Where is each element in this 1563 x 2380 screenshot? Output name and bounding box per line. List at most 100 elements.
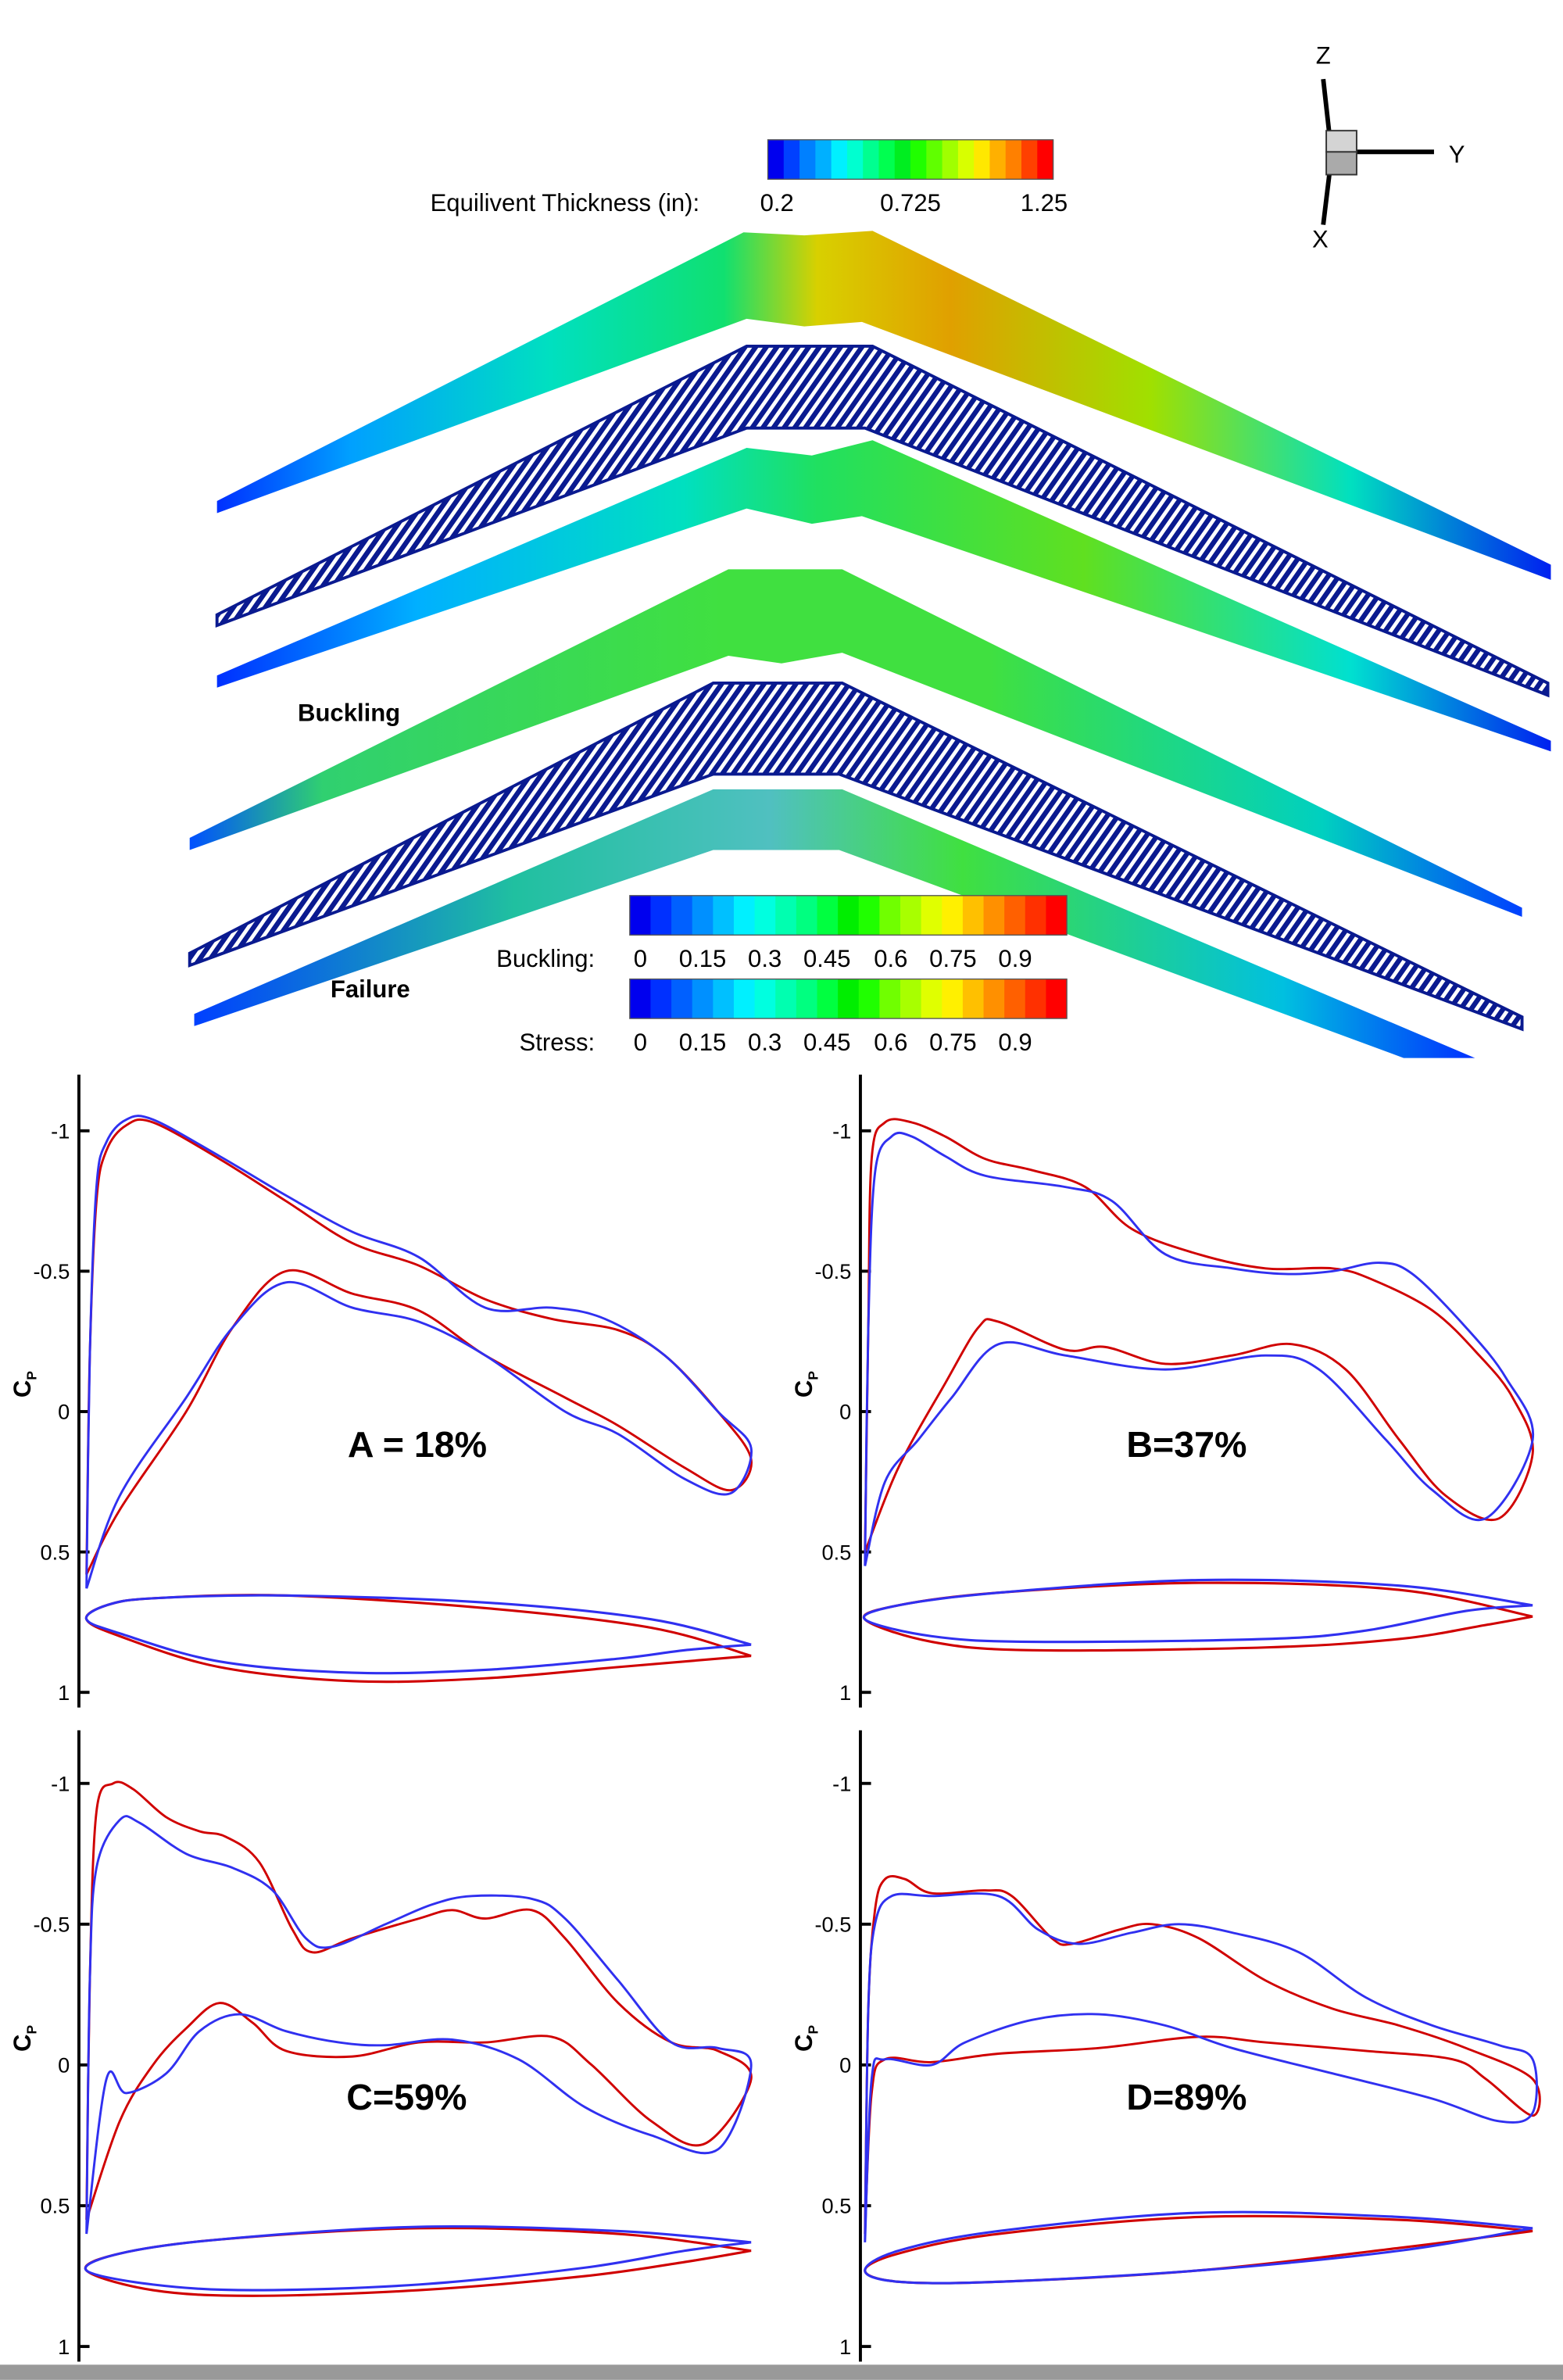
y-tick-label: 0 [58,1400,70,1424]
colorbar-frame [629,978,1068,1019]
plot-annotation: C=59% [346,2077,467,2117]
y-tick-label: 0 [839,2053,851,2078]
y-tick-label: 0.5 [41,2194,70,2218]
lower-skin [216,440,1551,752]
colorbar-band [1025,895,1047,936]
stress-wing: Buckling Failure [188,569,1524,1058]
y-axis-label-sub: P [24,2025,40,2035]
y-axis-label-sub: P [806,2025,821,2035]
cp-curve-1 [864,1892,1538,2242]
colorbar-band [921,979,942,1019]
airfoil-section-1 [84,2225,752,2292]
colorbar-tick-label: 0.3 [748,1029,782,1056]
buckling-colorbar [629,895,1068,936]
rib-structure [188,682,1524,1032]
thickness-wing [215,231,1551,752]
colorbar-band [921,895,942,936]
colorbar-tick-label: 0.6 [874,1029,907,1056]
colorbar-band [629,895,652,936]
colorbar-band [692,895,714,936]
colorbar-tick-label: 0 [634,945,647,972]
colorbar-band [671,895,693,936]
colorbar-tick-label: 0.45 [803,945,850,972]
bottom-bar [0,2364,1563,2380]
colorbar-band [879,979,901,1019]
colorbar-band [878,139,896,180]
y-tick-label: 1 [58,2335,70,2359]
plot-annotation: A = 18% [348,1424,487,1465]
cp-curve-1 [85,1815,753,2235]
y-tick-label: 1 [839,2335,851,2359]
colorbar-band [942,139,959,180]
y-axis-label: CP [790,2025,821,2052]
buckling-legend-title: Buckling: [496,945,595,972]
colorbar-band [775,979,797,1019]
colorbar-band [910,139,927,180]
colorbar-band [942,979,964,1019]
cp-plot-d: D=89% -1 -0.5 0 0.5 1 CP [790,1730,1541,2362]
y-axis-label: CP [9,2025,40,2052]
colorbar-band [926,139,943,180]
colorbar-band [754,979,776,1019]
y-tick-label: 0.5 [822,2194,852,2218]
colorbar-band [817,979,839,1019]
y-tick-label: -1 [832,1771,851,1795]
y-tick-label: -0.5 [814,1259,851,1283]
colorbar-band [858,895,880,936]
colorbar-tick-label: 0.9 [998,1029,1032,1056]
colorbar-band [858,979,880,1019]
y-axis-label-sub: P [806,1371,821,1380]
cp-curve-0 [85,1118,753,1576]
colorbar-frame [767,139,1054,180]
colorbar-band [863,139,880,180]
stress-legend-title: Stress: [520,1029,596,1056]
cube-bottom [1325,151,1357,176]
thickness-tick: 1.25 [1021,189,1068,217]
y-tick-label: 0 [839,1400,851,1424]
y-tick-label: -1 [832,1118,851,1143]
y-tick-label: -1 [51,1118,70,1143]
colorbar-tick-label: 0.45 [803,1029,850,1056]
upper-skin [216,231,1551,580]
colorbar-band [713,979,735,1019]
colorbar-band [799,139,816,180]
colorbar-band [713,895,735,936]
cp-plot-a: A = 18% -1 -0.5 0 0.5 1 CP [9,1074,753,1708]
thickness-colorbar [767,139,1054,180]
colorbar-band [900,895,922,936]
colorbar-tick-label: 0.75 [929,1029,976,1056]
colorbar-band [846,139,864,180]
colorbar-band [1004,979,1026,1019]
colorbar-band [1037,139,1054,180]
plot-annotation: B=37% [1126,1424,1246,1465]
colorbar-band [942,895,964,936]
colorbar-band [962,895,985,936]
cp-curve-1 [864,1131,1535,1566]
colorbar-band [733,979,756,1019]
y-tick-label: -0.5 [33,1259,70,1283]
cp-curve-0 [864,1875,1541,2235]
airfoil-section-1 [84,1594,752,1675]
colorbar-band [650,895,672,936]
z-axis-line [1321,78,1332,134]
x-axis-line [1321,174,1332,225]
cp-curve-1 [85,1115,753,1589]
colorbar-band [838,895,860,936]
lower-skin [194,789,1475,1058]
z-label: Z [1316,42,1331,70]
colorbar-band [671,979,693,1019]
colorbar-band [831,139,848,180]
colorbar-band [767,139,785,180]
cube-top [1325,130,1357,153]
colorbar-band [983,979,1005,1019]
y-tick-label: 0 [58,2053,70,2078]
colorbar-band [894,139,911,180]
colorbar-tick-label: 0.75 [929,945,976,972]
colorbar-band [1021,139,1038,180]
y-axis-label-base: C [9,2035,36,2052]
cp-curve-0 [864,1118,1534,1553]
thickness-tick: 0.725 [880,189,941,217]
colorbar-tick-label: 0.15 [679,945,726,972]
colorbar-band [1004,895,1026,936]
